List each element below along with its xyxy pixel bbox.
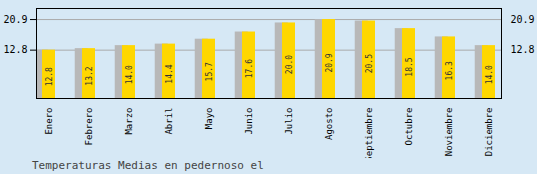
svg-text:Agosto: Agosto [324, 108, 334, 141]
svg-text:14.0: 14.0 [485, 65, 494, 84]
svg-text:Septiembre: Septiembre [364, 108, 374, 159]
svg-text:20.9: 20.9 [325, 53, 334, 72]
svg-text:Julio: Julio [284, 108, 294, 135]
svg-text:Mayo: Mayo [204, 108, 214, 130]
html-text:Temperaturas Medias en pederno: Temperaturas Medias en pedernoso el [32, 159, 264, 172]
svg-text:Noviembre: Noviembre [444, 108, 454, 157]
svg-text:16.3: 16.3 [445, 61, 454, 80]
svg-text:Junio: Junio [244, 108, 254, 135]
svg-text:18.5: 18.5 [405, 57, 414, 76]
svg-text:Marzo: Marzo [124, 108, 134, 135]
svg-text:12.8: 12.8 [45, 67, 54, 86]
svg-text:Abril: Abril [164, 108, 174, 135]
svg-text:20.0: 20.0 [285, 55, 294, 74]
svg-text:14.0: 14.0 [125, 65, 134, 84]
svg-text:13.2: 13.2 [85, 66, 94, 85]
svg-text:14.4: 14.4 [165, 64, 174, 83]
svg-text:Febrero: Febrero [84, 108, 94, 146]
svg-text:20.9: 20.9 [511, 14, 535, 25]
svg-text:15.7: 15.7 [205, 62, 214, 81]
svg-text:20.9: 20.9 [3, 14, 27, 25]
svg-text:12.8: 12.8 [511, 44, 535, 55]
svg-text:Octubre: Octubre [404, 108, 414, 146]
svg-text:Diciembre: Diciembre [484, 108, 494, 157]
svg-text:12.8: 12.8 [3, 44, 27, 55]
svg-text:17.6: 17.6 [245, 59, 254, 78]
svg-text:20.5: 20.5 [365, 54, 374, 73]
svg-text:Enero: Enero [44, 108, 54, 135]
